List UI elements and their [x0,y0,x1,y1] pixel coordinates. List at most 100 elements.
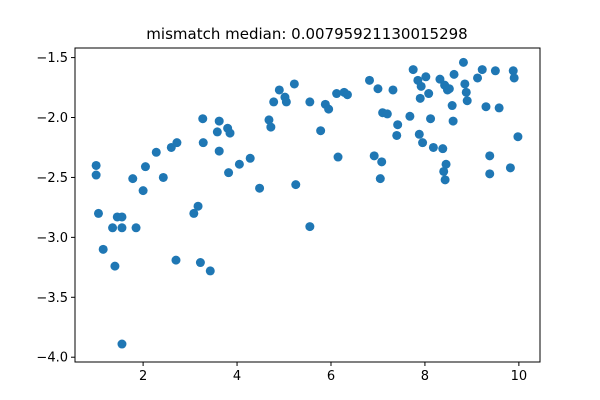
y-tick-label: −1.5 [36,51,68,66]
scatter-point [477,65,487,75]
scatter-point [128,174,138,184]
scatter-point [198,138,208,148]
scatter-point [421,72,431,82]
scatter-point [333,152,343,162]
scatter-point [193,201,203,211]
scatter-point [289,79,299,89]
scatter-point [332,89,342,99]
scatter-point [447,101,457,111]
y-tick-label: −3.0 [36,231,68,246]
scatter-point [448,116,458,126]
scatter-point [269,97,279,107]
scatter-point [205,266,215,276]
scatter-point [212,127,222,137]
scatter-point [438,144,448,154]
scatter-point [375,174,385,184]
scatter-point [158,172,168,182]
scatter-point [392,130,402,140]
plot-frame [74,47,541,363]
scatter-point [93,208,103,218]
scatter-point [342,90,352,100]
scatter-point [473,73,483,83]
scatter-point [225,128,235,138]
scatter-point [151,147,161,157]
scatter-point [481,102,491,112]
scatter-point [305,222,315,232]
scatter-point [198,114,208,124]
scatter-point [444,84,454,94]
scatter-point [274,85,284,95]
scatter-point [117,212,127,222]
scatter-point [416,81,426,91]
scatter-point [117,223,127,233]
scatter-point [255,183,265,193]
x-tick-label: 6 [327,369,335,384]
x-tick-label: 4 [233,369,241,384]
scatter-point [509,73,519,83]
scatter-point [393,120,403,130]
scatter-point [460,79,470,89]
scatter-point [408,65,418,75]
scatter-point [281,97,291,107]
scatter-point [234,159,244,169]
scatter-point [214,116,224,126]
scatter-point [428,142,438,152]
scatter-point [108,223,118,233]
scatter-point [485,151,495,161]
scatter-point [440,175,450,185]
scatter-point [405,111,415,121]
scatter-point [138,186,148,196]
scatter-point [461,87,471,97]
data-points [91,57,523,349]
scatter-point [189,208,199,218]
scatter-point [458,57,468,67]
scatter-point [324,104,334,114]
scatter-point [266,122,276,132]
x-tick-label: 10 [511,369,528,384]
scatter-point [382,109,392,119]
scatter-point [316,126,326,136]
x-tick-label: 8 [421,369,429,384]
scatter-point [513,132,523,142]
scatter-point [424,89,434,99]
chart-title: mismatch median: 0.00795921130015298 [146,25,467,43]
scatter-point [439,166,449,176]
scatter-point [373,84,383,94]
scatter-point [140,162,150,172]
scatter-point [490,66,500,76]
y-tick-label: −2.5 [36,171,68,186]
scatter-point [117,339,127,349]
y-tick-label: −4.0 [36,351,68,366]
scatter-point [171,255,181,265]
y-tick-label: −2.0 [36,111,68,126]
x-tick-label: 2 [139,369,147,384]
scatter-point [110,261,120,271]
scatter-point [264,115,274,125]
scatter-point [195,258,205,268]
scatter-point [377,157,387,167]
scatter-point [494,103,504,113]
scatter-point [172,138,182,148]
scatter-point [388,85,398,95]
scatter-point [414,129,424,139]
scatter-point [224,168,234,178]
scatter-point [305,97,315,107]
scatter-point [508,66,518,76]
scatter-point [214,146,224,156]
scatter-point [462,96,472,106]
scatter-point [98,244,108,254]
scatter-point [418,138,428,148]
scatter-point [485,169,495,179]
scatter-point [91,170,101,180]
axis-ticks: 2 4 6 8 10 −4.0 −3.5 −3.0 −2.5 −2.0 −1.5 [36,51,527,384]
scatter-point [505,163,515,173]
scatter-point [131,223,141,233]
scatter-point [369,151,379,161]
scatter-point [245,153,255,163]
y-tick-label: −3.5 [36,291,68,306]
scatter-point [365,75,374,85]
scatter-point [441,159,451,169]
scatter-point [426,114,436,124]
